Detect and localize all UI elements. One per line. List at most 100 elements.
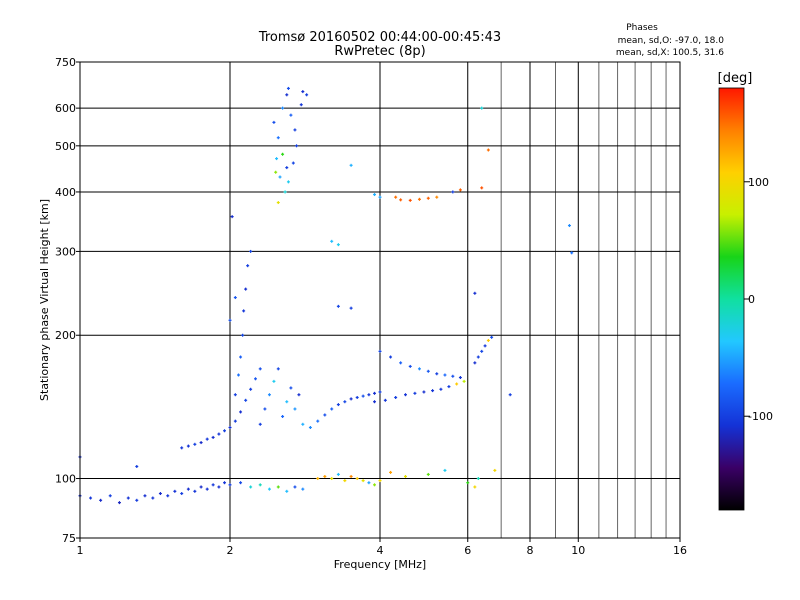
data-point — [285, 93, 289, 97]
y-axis: 75 100 200 300 400 500 600 750 — [55, 56, 80, 545]
data-point — [228, 483, 232, 487]
data-point — [180, 492, 184, 496]
data-point — [193, 442, 197, 446]
data-point — [186, 487, 190, 491]
data-point — [361, 394, 365, 398]
chart-subtitle: RwPretec (8p) — [334, 44, 425, 59]
data-point — [278, 175, 282, 179]
data-point — [493, 468, 497, 472]
y-axis-label: Stationary phase Virtual Height [km] — [38, 199, 51, 401]
data-point — [458, 188, 462, 192]
data-point — [466, 481, 470, 485]
phases-heading: Phases — [626, 23, 658, 33]
x-tick-label: 4 — [377, 544, 384, 557]
y-tick-label: 200 — [55, 329, 76, 342]
data-point — [443, 468, 447, 472]
data-point — [473, 485, 477, 489]
data-point — [361, 479, 365, 483]
colorbar-ticks: 100 0 -100 — [744, 176, 773, 423]
data-point — [343, 479, 347, 483]
data-point — [281, 152, 285, 156]
data-point — [193, 489, 197, 493]
data-point — [458, 376, 462, 380]
data-point — [263, 407, 267, 411]
data-point — [293, 128, 297, 132]
data-point — [426, 472, 430, 476]
data-point — [301, 422, 305, 426]
data-point — [289, 386, 293, 390]
data-point — [508, 393, 512, 397]
colorbar-unit-label: [deg] — [718, 71, 753, 86]
y-tick-label: 500 — [55, 140, 76, 153]
data-point — [399, 361, 403, 365]
data-point — [233, 393, 237, 397]
y-tick-label: 400 — [55, 186, 76, 199]
data-point — [490, 335, 494, 339]
data-point — [378, 479, 382, 483]
data-point — [143, 494, 147, 498]
data-point — [403, 474, 407, 478]
data-point — [211, 435, 215, 439]
data-point — [244, 287, 248, 291]
data-point — [99, 498, 103, 502]
data-point — [233, 419, 237, 423]
phases-line-x: mean, sd,X: 100.5, 31.6 — [616, 48, 724, 58]
data-point — [323, 474, 327, 478]
data-point — [349, 163, 353, 167]
data-point — [567, 224, 571, 228]
data-point — [301, 90, 305, 94]
data-point — [239, 355, 243, 359]
y-tick-label: 300 — [55, 245, 76, 258]
grid-lines — [80, 62, 680, 538]
data-point — [316, 477, 320, 481]
data-point — [394, 195, 398, 199]
data-point — [389, 355, 393, 359]
data-point — [323, 413, 327, 417]
data-point — [258, 483, 262, 487]
colorbar-tick-label: -100 — [748, 410, 773, 423]
data-point — [426, 196, 430, 200]
data-point — [373, 391, 377, 395]
chart-title: Tromsø 20160502 00:44:00-00:45:43 — [258, 30, 501, 45]
data-point — [451, 190, 455, 194]
data-point — [408, 364, 412, 368]
data-point — [211, 483, 215, 487]
data-point — [336, 243, 340, 247]
data-point — [249, 249, 253, 253]
data-point — [399, 198, 403, 202]
data-point — [373, 400, 377, 404]
data-point — [276, 201, 280, 205]
x-tick-label: 1 — [77, 544, 84, 557]
data-point — [233, 296, 237, 300]
data-point — [258, 422, 262, 426]
data-point — [239, 481, 243, 485]
colorbar-tick-label: 0 — [748, 293, 755, 306]
data-point — [267, 393, 271, 397]
data-point — [473, 291, 477, 295]
data-point — [281, 414, 285, 418]
data-point — [570, 251, 574, 255]
data-point — [476, 355, 480, 359]
data-point — [223, 429, 227, 433]
data-point — [349, 306, 353, 310]
phases-line-o: mean, sd,O: -97.0, 18.0 — [618, 36, 725, 46]
data-point — [217, 485, 221, 489]
data-point — [443, 373, 447, 377]
data-point — [166, 494, 170, 498]
data-point — [486, 148, 490, 152]
data-point — [180, 446, 184, 450]
data-point — [349, 474, 353, 478]
data-point — [135, 464, 139, 468]
data-point — [205, 487, 209, 491]
x-tick-label: 16 — [673, 544, 687, 557]
data-point — [316, 419, 320, 423]
data-point — [205, 437, 209, 441]
data-point — [286, 180, 290, 184]
data-point — [293, 407, 297, 411]
data-point — [451, 374, 455, 378]
data-point — [480, 186, 484, 190]
data-point — [276, 136, 280, 140]
y-tick-label: 75 — [62, 532, 76, 545]
data-point — [426, 369, 430, 373]
data-point — [355, 477, 359, 481]
